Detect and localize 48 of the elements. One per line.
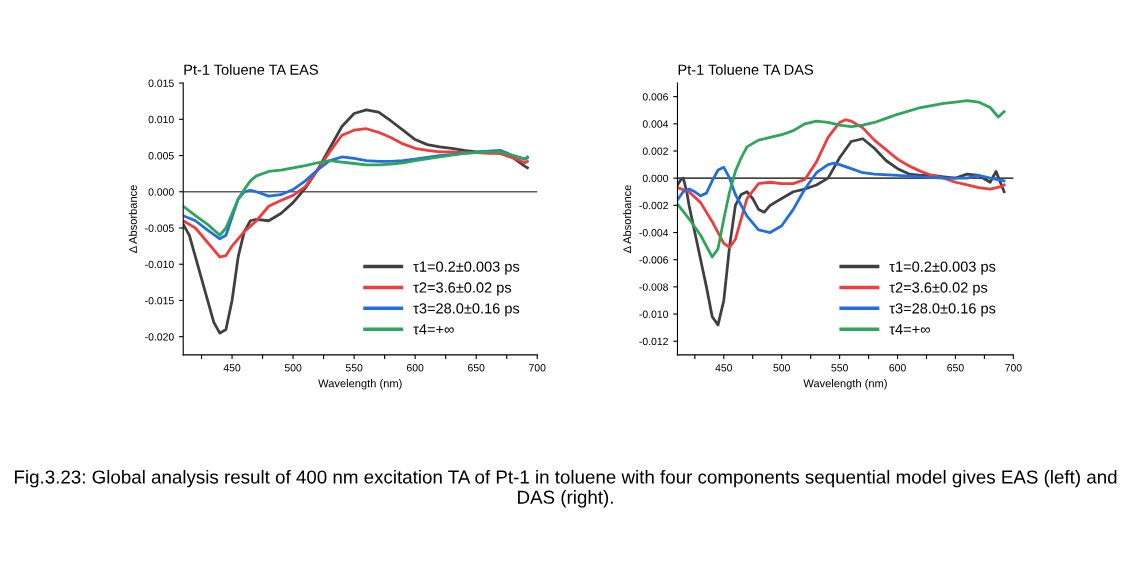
y-axis-title: Δ Absorbance (128, 185, 137, 253)
legend-label: τ1=0.2±0.003 ps (413, 261, 520, 275)
y-axis-title: Δ Absorbance (623, 185, 632, 253)
x-tick-label: 700 (1005, 364, 1022, 372)
legend-label: τ2=3.6±0.02 ps (413, 282, 512, 296)
line-series (677, 118, 1006, 249)
x-tick-label: 500 (284, 364, 302, 372)
y-tick-label: 0.004 (642, 120, 669, 128)
y-tick-label: -0.006 (639, 256, 668, 264)
x-tick-label: 550 (831, 364, 848, 372)
y-tick-label: -0.010 (639, 310, 669, 318)
y-tick-label: 0.015 (148, 79, 174, 87)
legend-label: τ2=3.6±0.02 ps (889, 282, 988, 296)
x-tick-label: 550 (345, 364, 363, 372)
x-tick-label: 450 (715, 364, 733, 372)
legend-label: τ3=28.0±0.16 ps (413, 303, 520, 317)
line-series (677, 161, 1006, 234)
x-tick-label: 450 (223, 364, 241, 372)
y-tick-label: 0.000 (642, 174, 669, 183)
x-tick-label: 600 (889, 364, 906, 372)
y-tick-label: -0.004 (639, 229, 669, 237)
y-tick-label: 0.002 (642, 147, 668, 155)
legend-label: τ3=28.0±0.16 ps (889, 303, 996, 317)
legend-label: τ1=0.2±0.003 ps (889, 261, 996, 275)
chart-title: Pt-1 Toluene TA EAS (184, 64, 318, 75)
legend-label: τ4=+∞ (889, 324, 930, 335)
x-tick-label: 650 (468, 364, 485, 372)
x-axis-title: Wavelength (nm) (803, 379, 887, 390)
x-tick-label: 700 (529, 364, 546, 372)
y-tick-label: 0.006 (642, 93, 668, 101)
y-tick-label: -0.005 (145, 224, 174, 232)
x-tick-label: 600 (406, 364, 424, 372)
line-series (677, 99, 1006, 259)
y-tick-label: -0.012 (639, 337, 668, 346)
chart-title: Pt-1 Toluene TA DAS (678, 64, 814, 75)
x-tick-label: 500 (773, 364, 790, 372)
x-tick-label: 650 (947, 364, 964, 372)
y-tick-label: 0.005 (148, 152, 174, 160)
y-tick-label: 0.000 (148, 188, 174, 196)
y-tick-label: 0.010 (148, 115, 174, 124)
y-tick-label: -0.008 (639, 283, 668, 291)
y-tick-label: -0.002 (639, 201, 668, 210)
y-tick-label: -0.020 (145, 333, 174, 341)
legend-label: τ4=+∞ (413, 324, 454, 335)
caption: Fig.3.23: Global analysis result of 400 nm excitation TA of Pt-1 in toluene with four components sequential model gives EAS (left) and DAS (right). (15, 469, 1117, 508)
y-tick-label: -0.015 (145, 296, 174, 305)
x-axis-title: Wavelength (nm) (318, 379, 402, 390)
y-tick-label: -0.010 (145, 260, 174, 269)
